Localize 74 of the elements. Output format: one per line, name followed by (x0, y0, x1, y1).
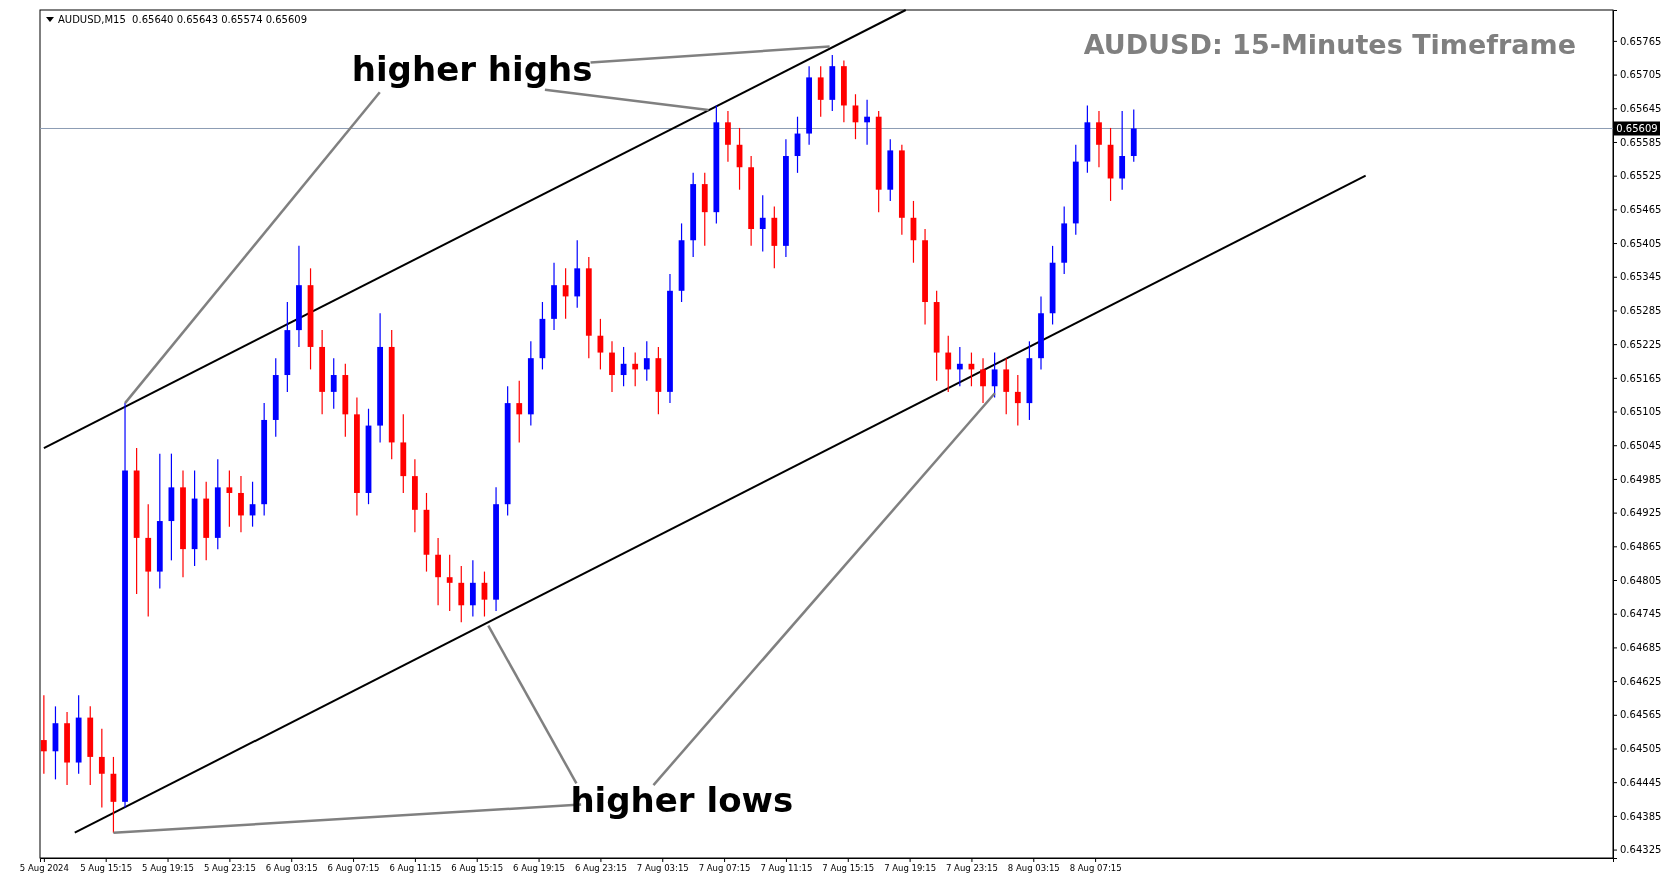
candlestick (725, 110, 731, 163)
candlestick (980, 357, 986, 404)
x-tick-label: 5 Aug 15:15 (80, 863, 133, 874)
y-tick-label: 0.64385 (1620, 810, 1662, 822)
y-tick-label: 0.65405 (1620, 237, 1662, 249)
candlestick (238, 475, 244, 533)
candlestick (40, 694, 47, 775)
candlestick (632, 351, 639, 387)
y-tick-label: 0.65105 (1620, 406, 1662, 418)
candlestick (609, 340, 615, 393)
y-tick-label: 0.64565 (1620, 709, 1662, 721)
x-tick-label: 6 Aug 03:15 (265, 863, 318, 874)
x-tick-label: 6 Aug 07:15 (327, 863, 380, 874)
chart-subtitle: AUDUSD,M15 0.65640 0.65643 0.65574 0.65609 (58, 14, 308, 25)
x-tick-label: 6 Aug 23:15 (574, 863, 627, 874)
candlestick (435, 537, 441, 606)
x-tick-label: 8 Aug 07:15 (1069, 863, 1122, 874)
x-tick-label: 5 Aug 19:15 (142, 863, 194, 874)
y-tick-label: 0.64685 (1620, 642, 1662, 654)
x-tick-label: 7 Aug 15:15 (822, 863, 875, 874)
annotation: higher highs (351, 48, 593, 89)
x-tick-label: 8 Aug 03:15 (1007, 863, 1060, 874)
candlestick (446, 554, 453, 612)
y-tick-label: 0.65345 (1620, 271, 1662, 283)
x-tick-label: 7 Aug 03:15 (636, 863, 689, 874)
candlestick (817, 65, 824, 118)
y-tick-label: 0.64985 (1620, 473, 1662, 485)
y-tick-label: 0.65645 (1620, 102, 1662, 114)
x-tick-label: 6 Aug 19:15 (513, 863, 566, 874)
candlestick (643, 340, 650, 382)
candlestick (330, 357, 337, 410)
candlestick (991, 351, 998, 399)
candlestick (956, 346, 963, 387)
x-tick-label: 7 Aug 11:15 (760, 863, 813, 874)
candlestick (516, 380, 523, 444)
annotation: higher lows (570, 780, 794, 821)
ref-line-label: 0.65609 (1616, 123, 1658, 135)
candlestick (458, 565, 465, 623)
y-tick-label: 0.64325 (1620, 844, 1662, 856)
candlestick (226, 469, 233, 528)
x-tick-label: 5 Aug 23:15 (203, 863, 256, 874)
y-tick-label: 0.64625 (1620, 675, 1662, 687)
y-tick-label: 0.65285 (1620, 305, 1662, 317)
y-tick-label: 0.64745 (1620, 608, 1662, 620)
candlestick (864, 99, 870, 146)
y-tick-label: 0.64505 (1620, 743, 1662, 755)
y-tick-label: 0.65585 (1620, 136, 1662, 148)
y-tick-label: 0.65225 (1620, 338, 1662, 350)
candlestick (98, 728, 105, 809)
candlestick (1119, 110, 1126, 191)
candlestick (1096, 110, 1102, 168)
text: AUDUSD: 15-Minutes Timeframe (1083, 29, 1576, 60)
x-tick-label: 7 Aug 07:15 (698, 863, 751, 874)
y-tick-label: 0.65045 (1620, 439, 1662, 451)
candlestick (562, 267, 569, 320)
y-tick-label: 0.64445 (1620, 776, 1662, 788)
x-tick-label: 6 Aug 15:15 (451, 863, 504, 874)
candlestick (759, 194, 766, 253)
candlestick (1003, 357, 1010, 415)
y-tick-label: 0.65525 (1620, 170, 1662, 182)
y-tick-label: 0.64925 (1620, 507, 1662, 519)
candlestick (1014, 374, 1021, 427)
y-tick-label: 0.64865 (1620, 541, 1662, 553)
x-tick-label: 6 Aug 11:15 (389, 863, 442, 874)
y-tick-label: 0.65465 (1620, 204, 1662, 216)
x-tick-label: 5 Aug 2024 (19, 863, 69, 874)
y-tick-label: 0.65765 (1620, 35, 1662, 47)
candlestick (945, 335, 952, 393)
y-tick-label: 0.65165 (1620, 372, 1662, 384)
candlestick (469, 559, 476, 618)
x-tick-label: 7 Aug 19:15 (884, 863, 937, 874)
y-tick-label: 0.64805 (1620, 574, 1662, 586)
x-tick-label: 7 Aug 23:15 (945, 863, 998, 874)
y-tick-label: 0.65705 (1620, 69, 1662, 81)
